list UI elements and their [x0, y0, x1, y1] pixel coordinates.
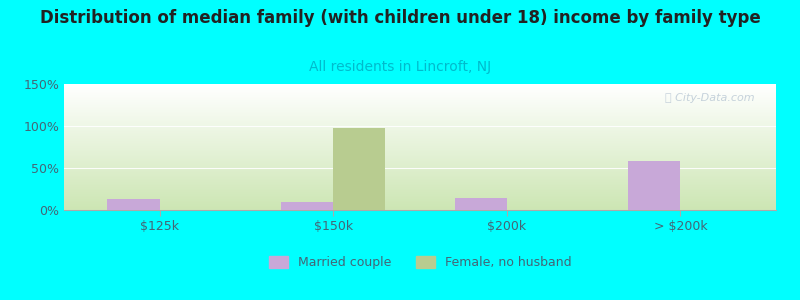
Text: Distribution of median family (with children under 18) income by family type: Distribution of median family (with chil… [40, 9, 760, 27]
Legend: Married couple, Female, no husband: Married couple, Female, no husband [264, 251, 576, 274]
Bar [628, 161, 681, 210]
Bar [454, 198, 507, 210]
Bar [281, 202, 333, 210]
Text: All residents in Lincroft, NJ: All residents in Lincroft, NJ [309, 60, 491, 74]
Bar [107, 199, 159, 210]
Bar [333, 128, 386, 210]
Text: ⓘ City-Data.com: ⓘ City-Data.com [665, 93, 754, 103]
